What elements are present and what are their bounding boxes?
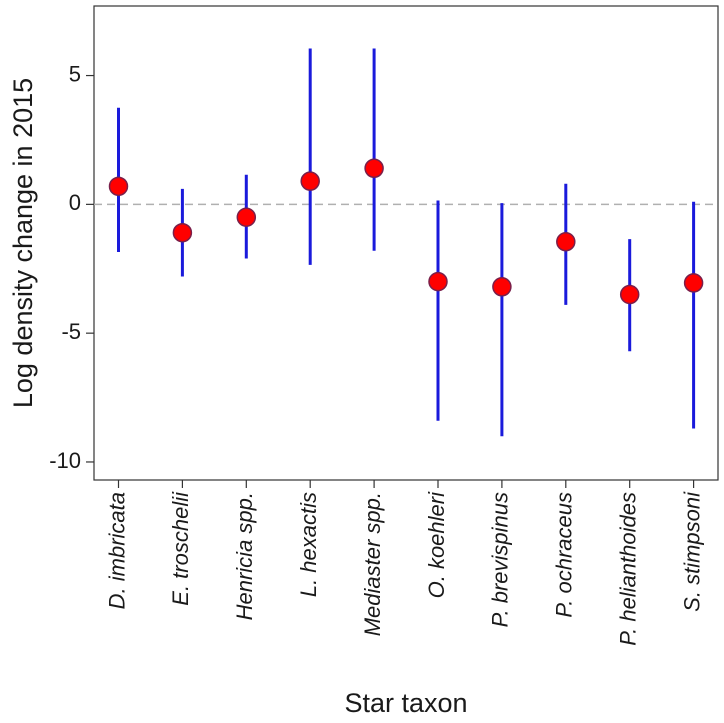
estimate-point xyxy=(493,278,511,296)
x-axis: D. imbricata E. troschelii Henricia spp. L.… xyxy=(104,480,704,646)
x-tick-label: E. troschelii xyxy=(168,491,193,606)
y-tick-label: -10 xyxy=(49,448,81,473)
x-tick-label: P. brevispinus xyxy=(488,492,513,627)
y-tick-label: -5 xyxy=(61,319,81,344)
y-axis-title: Log density change in 2015 xyxy=(8,78,38,408)
x-tick-label: P. helianthoides xyxy=(616,492,641,646)
x-tick-label: S. stimpsoni xyxy=(679,491,704,612)
estimate-point xyxy=(365,159,383,177)
estimate-point xyxy=(429,273,447,291)
estimate-point xyxy=(301,172,319,190)
x-tick-label: L. hexactis xyxy=(296,492,321,597)
estimate-point xyxy=(557,233,575,251)
x-tick-label: Henricia spp. xyxy=(232,492,257,620)
x-tick-label: P. ochraceus xyxy=(552,492,577,618)
estimate-point xyxy=(173,224,191,242)
estimate-point xyxy=(110,177,128,195)
estimate-point xyxy=(621,286,639,304)
x-axis-title: Star taxon xyxy=(344,688,467,718)
x-tick-label: D. imbricata xyxy=(104,492,129,609)
chart-marks xyxy=(110,49,703,437)
x-tick-label: O. koehleri xyxy=(424,491,449,598)
y-tick-label: 0 xyxy=(69,190,81,215)
x-tick-label: Mediaster spp. xyxy=(360,492,385,636)
plot-frame xyxy=(94,6,718,480)
estimate-point xyxy=(685,274,703,292)
y-axis: 5 0 -5 -10 xyxy=(49,61,94,472)
estimate-point xyxy=(237,208,255,226)
chart: 5 0 -5 -10 D. imbricata E. troschelii Henrici… xyxy=(0,0,724,723)
y-tick-label: 5 xyxy=(69,61,81,86)
